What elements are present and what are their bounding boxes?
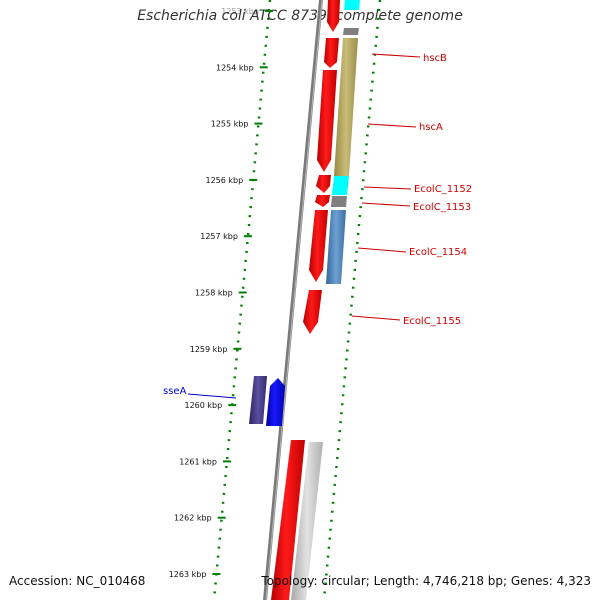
cog-block-cyan — [332, 176, 349, 195]
reverse-genes — [249, 376, 285, 426]
label-sseA: sseA — [163, 386, 187, 397]
ruler-tick-label: 1258 kbp — [195, 289, 233, 298]
ruler-tick-label: 1257 kbp — [200, 232, 238, 241]
ruler-tick-label: 1253 kbp — [221, 7, 259, 16]
label-EcolC_1152: EcolC_1152 — [414, 184, 472, 195]
ruler-tick-label: 1261 kbp — [179, 457, 217, 466]
ruler-tick-label: 1259 kbp — [190, 345, 228, 354]
cog-block-steelblue — [326, 210, 346, 284]
label-hscB: hscB — [423, 53, 447, 64]
cog-block-top-gray — [343, 28, 359, 35]
ruler-tick-label: 1263 kbp — [169, 570, 207, 579]
gene-arrow-EcolC_1152 — [316, 175, 331, 193]
gene-arrow-EcolC_1154 — [309, 210, 328, 282]
gene-arrow-hscA — [317, 70, 337, 172]
gene-arrow-EcolC_1153 — [315, 195, 330, 207]
sequence-ruler — [212, 0, 272, 600]
accession-text: Accession: NC_010468 — [9, 574, 146, 588]
label-hscA: hscA — [419, 122, 443, 133]
ruler-tick-label: 1260 kbp — [184, 401, 222, 410]
ruler-tick-label: 1254 kbp — [216, 63, 254, 72]
gene-arrow-sseA — [266, 378, 285, 426]
gene-arrow-top — [327, 0, 340, 32]
cog-block-gray — [331, 196, 347, 207]
map-title: Escherichia coli ATCC 8739, complete gen… — [137, 8, 463, 24]
genome-summary-text: Topology: circular; Length: 4,746,218 bp… — [261, 574, 591, 588]
backbone-track — [263, 0, 323, 600]
label-EcolC_1155: EcolC_1155 — [403, 316, 461, 327]
backbone-highlight — [265, 0, 323, 600]
gene-annotations: hscB hscA EcolC_1152 EcolC_1153 EcolC_11… — [163, 53, 472, 399]
gene-block-purple — [249, 376, 267, 424]
ruler-tick-label: 1256 kbp — [206, 176, 244, 185]
ruler-tick-label: 1255 kbp — [211, 120, 249, 129]
cog-block-lightgray — [291, 442, 323, 600]
gene-arrow-EcolC_1155 — [303, 290, 322, 334]
label-EcolC_1153: EcolC_1153 — [413, 202, 471, 213]
gene-arrow-bottom — [271, 440, 305, 600]
cog-block-tan — [334, 38, 358, 176]
cog-track — [291, 0, 360, 600]
forward-genes — [271, 0, 340, 600]
gene-arrow-hscB — [324, 38, 339, 68]
outer-ruler — [322, 0, 382, 600]
ruler-ticks: 1253 kbp 1254 kbp 1255 kbp 1256 kbp 1257 kbp… — [169, 7, 273, 579]
cog-block-top-cyan — [344, 0, 360, 10]
ruler-tick-label: 1262 kbp — [174, 514, 212, 523]
label-EcolC_1154: EcolC_1154 — [409, 247, 467, 258]
